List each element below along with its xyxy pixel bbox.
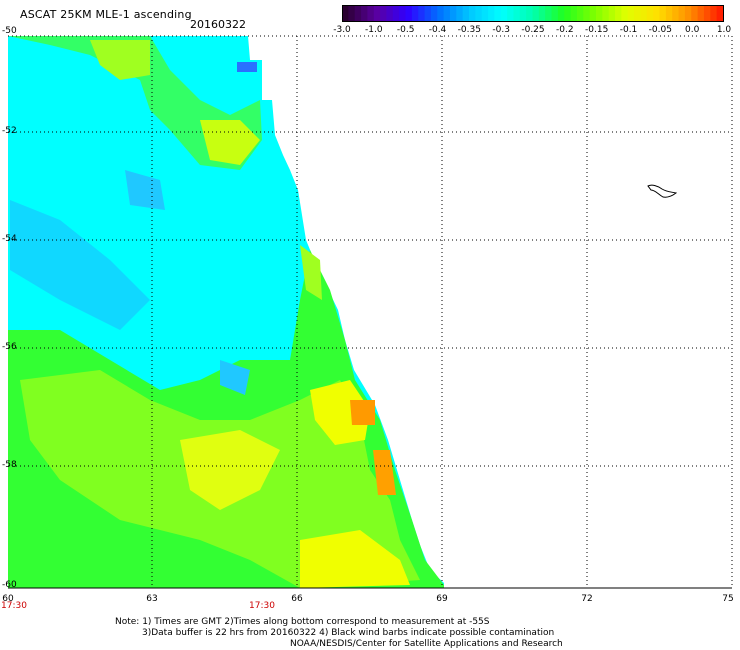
- colorbar-segment: [627, 5, 635, 22]
- lon-label-60: 60: [2, 594, 14, 604]
- colorbar-segment: [469, 5, 476, 22]
- colorbar-segment: [424, 5, 432, 22]
- colorbar-segment: [653, 5, 661, 22]
- colorbar-segment: [430, 5, 438, 22]
- colorbar-tick-label: -0.05: [648, 25, 672, 35]
- colorbar-segment: [418, 5, 426, 22]
- graticule: [8, 35, 733, 588]
- colorbar-segment: [538, 5, 546, 22]
- colorbar-segment: [443, 5, 451, 22]
- colorbar-segment: [640, 5, 648, 22]
- lat-label-58: -58: [2, 460, 17, 470]
- colorbar-segment: [342, 5, 349, 22]
- colorbar-segment: [710, 5, 718, 22]
- colorbar-segment: [411, 5, 419, 22]
- colorbar-segment: [615, 5, 622, 22]
- lon-label-66: 66: [291, 594, 303, 604]
- note-line-3: NOAA/NESDIS/Center for Satellite Applica…: [290, 639, 563, 649]
- lon-label-75: 75: [722, 594, 734, 604]
- lat-label-54: -54: [2, 234, 17, 244]
- colorbar-segment: [348, 5, 356, 22]
- colorbar-segment: [488, 5, 495, 22]
- colorbar-segment: [691, 5, 699, 22]
- colorbar-segment: [551, 5, 559, 22]
- colorbar-segment: [564, 5, 572, 22]
- product-date: 20160322: [190, 18, 246, 31]
- lat-label-52: -52: [2, 126, 17, 136]
- colorbar-segment: [507, 5, 515, 22]
- colorbar-segment: [367, 5, 375, 22]
- product-title: ASCAT 25KM MLE-1 ascending: [20, 8, 192, 21]
- colorbar-segment: [602, 5, 610, 22]
- lat-label-50: -50: [2, 26, 17, 36]
- colorbar: [342, 5, 724, 22]
- colorbar-segment: [500, 5, 508, 22]
- colorbar-segment: [399, 5, 407, 22]
- colorbar-segment: [716, 5, 724, 22]
- note-line-2: 3)Data buffer is 22 hrs from 20160322 4)…: [142, 628, 555, 638]
- colorbar-segment: [405, 5, 413, 22]
- colorbar-segment: [583, 5, 591, 22]
- colorbar-segment: [513, 5, 521, 22]
- colorbar-segment: [545, 5, 553, 22]
- colorbar-segment: [570, 5, 578, 22]
- colorbar-segment: [456, 5, 464, 22]
- colorbar-segment: [621, 5, 629, 22]
- colorbar-tick-label: -0.25: [521, 25, 545, 35]
- colorbar-tick-label: -0.1: [619, 25, 638, 35]
- colorbar-segment: [354, 5, 362, 22]
- colorbar-tick-label: -0.4: [428, 25, 447, 35]
- colorbar-segment: [596, 5, 603, 22]
- colorbar-segment: [519, 5, 527, 22]
- colorbar-segment: [557, 5, 565, 22]
- colorbar-segment: [665, 5, 673, 22]
- colorbar-segment: [449, 5, 457, 22]
- colorbar-labels: -3.0 -1.0 -0.5 -0.4 -0.35 -0.3 -0.25 -0.2 -0.15-…: [328, 25, 732, 37]
- lon-label-69: 69: [436, 594, 448, 604]
- lon-label-72: 72: [581, 594, 593, 604]
- lat-label-56: -56: [2, 342, 17, 352]
- colorbar-segment: [494, 5, 502, 22]
- colorbar-segment: [437, 5, 445, 22]
- colorbar-segment: [481, 5, 489, 22]
- colorbar-segment: [684, 5, 692, 22]
- colorbar-segment: [576, 5, 584, 22]
- colorbar-segment: [526, 5, 534, 22]
- colorbar-tick-label: -0.5: [396, 25, 415, 35]
- lon-label-63: 63: [146, 594, 158, 604]
- colorbar-segment: [380, 5, 388, 22]
- lat-label-60: -60: [2, 580, 17, 590]
- colorbar-segment: [697, 5, 705, 22]
- colorbar-tick-label: -0.3: [492, 25, 510, 35]
- colorbar-tick-label: 1.0: [716, 25, 732, 35]
- colorbar-segment: [373, 5, 381, 22]
- colorbar-segment: [475, 5, 483, 22]
- time-label-1: 17:30: [1, 601, 27, 611]
- colorbar-segment: [386, 5, 394, 22]
- colorbar-segment: [589, 5, 597, 22]
- colorbar-tick-label: -0.2: [556, 25, 574, 35]
- colorbar-segment: [646, 5, 654, 22]
- colorbar-segment: [608, 5, 616, 22]
- colorbar-segment: [703, 5, 711, 22]
- colorbar-segment: [462, 5, 470, 22]
- colorbar-segment: [392, 5, 400, 22]
- colorbar-tick-label: -3.0: [333, 25, 351, 35]
- colorbar-segment: [672, 5, 680, 22]
- colorbar-tick-label: -1.0: [365, 25, 383, 35]
- time-label-2: 17:30: [249, 601, 275, 611]
- colorbar-tick-label: 0.0: [684, 25, 700, 35]
- swath-data: [8, 36, 444, 588]
- island-outline: [647, 184, 678, 198]
- note-line-1: Note: 1) Times are GMT 2)Times along bot…: [115, 617, 490, 627]
- colorbar-segment: [659, 5, 667, 22]
- colorbar-segment: [678, 5, 686, 22]
- colorbar-segment: [361, 5, 368, 22]
- colorbar-tick-label: -0.35: [457, 25, 481, 35]
- colorbar-segment: [634, 5, 642, 22]
- colorbar-segment: [532, 5, 540, 22]
- colorbar-tick-label: -0.15: [585, 25, 609, 35]
